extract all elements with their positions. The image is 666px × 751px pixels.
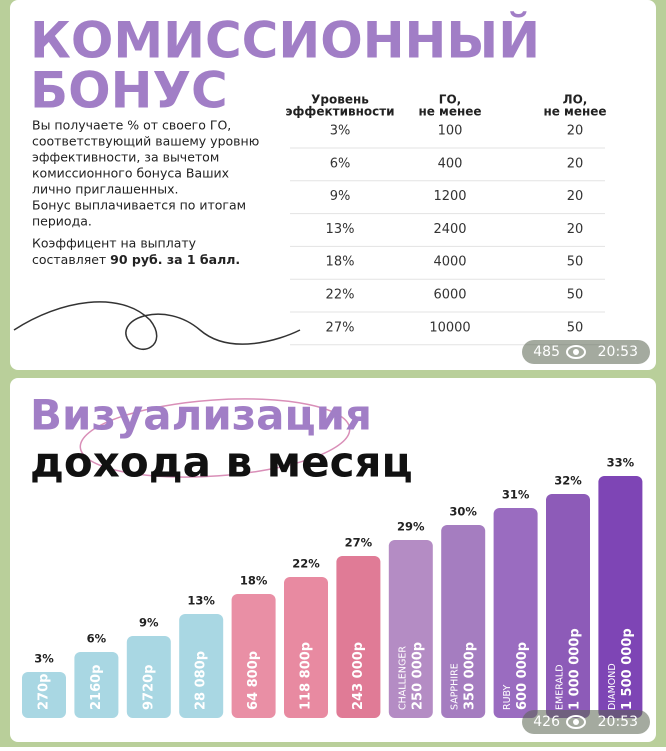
bar-level: CHALLENGER	[397, 646, 408, 710]
bar	[284, 577, 328, 718]
eye-icon	[573, 719, 579, 725]
table-cell: 10000	[429, 320, 470, 335]
bar	[74, 652, 119, 718]
table-cell: 18%	[326, 255, 355, 270]
table-cell: 20	[567, 189, 584, 204]
view-count: 485	[533, 344, 560, 360]
bar-percent: 29%	[397, 520, 425, 534]
bar	[493, 508, 538, 718]
post-image[interactable]	[10, 0, 656, 370]
table-cell: 50	[567, 255, 584, 270]
table-cell: 20	[567, 222, 584, 237]
note-bold: 90 руб. за 1 балл.	[110, 252, 240, 267]
table-cell: 20	[567, 124, 584, 139]
bar	[441, 525, 486, 718]
paragraph: лично приглашенных.	[32, 182, 178, 197]
bar-level: SAPPHIRE	[450, 663, 461, 710]
bar-amount: 243 000р	[351, 642, 366, 710]
title: КОМИССИОННЫЙ	[30, 11, 540, 70]
bar-percent: 18%	[240, 574, 268, 588]
paragraph: Бонус выплачивается по итогам	[32, 198, 246, 213]
bar-amount: 250 000р	[410, 642, 425, 710]
title: БОНУС	[30, 62, 228, 120]
table-cell: 100	[438, 124, 463, 139]
bar-amount: 270р	[37, 674, 52, 710]
table-cell: 20	[567, 156, 584, 171]
title: Визуализация	[30, 391, 372, 440]
note: составляет 90 руб. за 1 балл.	[32, 252, 240, 267]
bar-amount: 600 000р	[515, 642, 530, 710]
paragraph: Вы получаете % от своего ГО,	[32, 118, 231, 133]
bar-percent: 22%	[292, 557, 320, 571]
paragraph: соответствующий вашему уровню	[32, 134, 259, 149]
table-cell: 4000	[433, 255, 466, 270]
bar-percent: 27%	[345, 536, 373, 550]
bar-amount: 1 500 000р	[620, 628, 635, 710]
bar-level: RUBY	[502, 684, 513, 710]
eye-icon	[573, 349, 579, 355]
bar	[336, 556, 381, 718]
note-text: составляет	[32, 252, 110, 267]
bar-percent: 6%	[87, 632, 107, 646]
paragraph: комиссионного бонуса Ваших	[32, 166, 229, 181]
table-cell: 1200	[433, 189, 466, 204]
table-cell: 6000	[433, 288, 466, 303]
bar-amount: 28 080р	[194, 651, 209, 710]
paragraph: периода.	[32, 214, 92, 229]
table-cell: 400	[438, 156, 463, 171]
table-cell: 27%	[326, 320, 355, 335]
bar	[388, 540, 433, 718]
bar	[598, 476, 643, 718]
table-cell: 50	[567, 288, 584, 303]
table-header: ЛО,	[563, 93, 588, 107]
bar-percent: 3%	[34, 652, 54, 666]
bar-percent: 32%	[554, 474, 582, 488]
table-cell: 9%	[330, 189, 351, 204]
bar-amount: 2160р	[89, 665, 104, 711]
table-cell: 6%	[330, 156, 351, 171]
eye-icon	[566, 715, 586, 729]
table-cell: 3%	[330, 124, 351, 139]
bar-amount: 9720р	[141, 665, 156, 711]
bar	[22, 672, 66, 718]
bar	[179, 614, 224, 718]
bar-percent: 30%	[449, 505, 477, 519]
bar	[126, 636, 171, 718]
table-cell: 13%	[326, 222, 355, 237]
bar	[546, 494, 590, 718]
table-cell: 50	[567, 320, 584, 335]
bar-amount: 64 800р	[246, 651, 261, 710]
paragraph: эффективности, за вычетом	[32, 150, 219, 165]
bar-level: EMERALD	[555, 664, 566, 710]
bar-percent: 31%	[502, 488, 530, 502]
bar-amount: 1 000 000р	[568, 628, 583, 710]
bar-percent: 9%	[139, 616, 159, 630]
title: дохода в месяц	[30, 438, 413, 487]
bar-amount: 350 000р	[463, 642, 478, 710]
time: 20:53	[598, 344, 638, 360]
bar-percent: 13%	[187, 594, 215, 608]
table-header: Уровень	[311, 93, 369, 107]
bar	[231, 594, 276, 718]
time: 20:53	[598, 714, 638, 730]
table-header: эффективности	[285, 105, 394, 119]
table-header: ГО,	[439, 93, 461, 107]
table-header: не менее	[418, 105, 481, 119]
bar-amount: 118 800р	[299, 642, 314, 710]
decoration	[79, 398, 351, 478]
note: Коэффицент на выплату	[32, 236, 197, 251]
eye-icon	[566, 345, 586, 359]
decoration	[13, 301, 301, 350]
table-cell: 2400	[433, 222, 466, 237]
bar-level: DIAMOND	[607, 663, 618, 710]
table-header: не менее	[543, 105, 606, 119]
view-count: 426	[533, 714, 560, 730]
table-cell: 22%	[326, 288, 355, 303]
bar-percent: 33%	[607, 456, 635, 470]
